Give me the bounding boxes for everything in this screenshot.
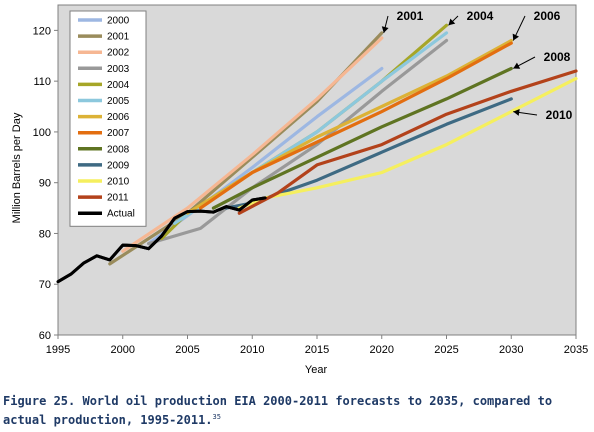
legend-label-2001: 2001: [107, 32, 130, 43]
x-tick-label: 2030: [499, 344, 523, 356]
series-line-2007: [198, 41, 513, 210]
annotation-arrowhead-2004: [448, 18, 456, 26]
series-line-actual-overlay: [57, 196, 266, 283]
annotation-arrowhead-2008: [513, 62, 521, 69]
x-tick-label: 1995: [46, 344, 70, 356]
annotation-label-2008: 2008: [544, 50, 571, 64]
y-tick-label: 100: [33, 127, 51, 139]
legend-label-2010: 2010: [107, 177, 130, 188]
legend-label-2011: 2011: [107, 193, 129, 204]
x-tick-label: 2035: [564, 344, 588, 356]
legend-label-2000: 2000: [107, 16, 130, 27]
series-line-2011: [237, 69, 578, 215]
legend-label-2008: 2008: [107, 144, 130, 155]
y-tick-label: 80: [39, 228, 51, 240]
annotation-arrowhead-2010: [513, 108, 520, 116]
y-tick-label: 60: [39, 330, 51, 342]
x-axis-title: Year: [305, 364, 328, 376]
y-tick-label: 70: [39, 279, 51, 291]
y-tick-label: 90: [39, 178, 51, 190]
legend-label-2004: 2004: [107, 80, 130, 91]
series-line-2003: [147, 38, 449, 246]
legend-label-2002: 2002: [107, 48, 130, 59]
annotation-label-2006: 2006: [534, 9, 561, 23]
x-tick-label: 2005: [175, 344, 199, 356]
caption-reference: 35: [212, 413, 221, 421]
legend-label-2005: 2005: [107, 96, 130, 107]
legend-label-2003: 2003: [107, 64, 130, 75]
legend-label-2006: 2006: [107, 112, 130, 123]
caption-text: Figure 25. World oil production EIA 2000…: [3, 394, 553, 427]
legend: 2000 2001 2002 2003 2004 2005 2006 2007 2008 2009…: [69, 10, 147, 227]
legend-box: [69, 10, 147, 227]
series-layer: [56, 23, 578, 284]
x-tick-label: 2010: [240, 344, 264, 356]
x-tick-label: 2025: [434, 344, 458, 356]
annotation-arrowhead-2001: [381, 26, 389, 33]
annotation-label-2010: 2010: [546, 108, 573, 122]
x-tick-label: 2015: [305, 344, 329, 356]
annotation-label-2001: 2001: [397, 9, 424, 23]
annotation-layer: 2001 2004 2006 2008 2010: [381, 9, 573, 122]
legend-label-2009: 2009: [107, 160, 130, 171]
chart: 60 70 80 90 100 110 120 1995 2000 2005 2010 2015 202…: [11, 4, 589, 376]
x-tick-label: 2020: [370, 344, 394, 356]
figure-caption: Figure 25. World oil production EIA 2000…: [3, 393, 591, 428]
annotation-label-2004: 2004: [467, 9, 494, 23]
series-line-2002: [121, 36, 384, 253]
legend-label-2007: 2007: [107, 128, 130, 139]
annotation-arrowhead-2006: [512, 33, 519, 41]
axis-layer: 60 70 80 90 100 110 120 1995 2000 2005 2010 2015 202…: [33, 25, 589, 356]
x-tick-label: 2000: [111, 344, 135, 356]
y-tick-label: 120: [33, 25, 51, 37]
y-tick-label: 110: [33, 76, 51, 88]
y-axis-title: Million Barrels per Day: [11, 112, 23, 223]
legend-label-actual: Actual: [107, 209, 135, 220]
series-line-2008: [211, 66, 513, 210]
